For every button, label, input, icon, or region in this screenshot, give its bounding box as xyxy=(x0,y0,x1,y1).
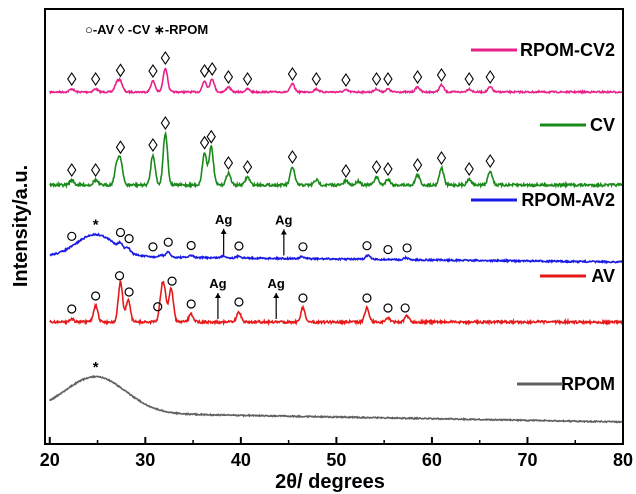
cv-diamond-marker xyxy=(485,70,495,84)
x-tick-label: 80 xyxy=(613,450,633,470)
av-circle-marker xyxy=(148,242,158,252)
av-circle-marker xyxy=(124,287,134,297)
ag-label: Ag xyxy=(209,276,226,291)
rpom-star-marker: * xyxy=(93,216,99,233)
curve-cv xyxy=(49,130,624,190)
cv-diamond-marker xyxy=(242,72,253,86)
x-tick-label: 40 xyxy=(231,450,251,470)
av-circle-marker xyxy=(67,231,77,241)
av-circle-marker xyxy=(362,293,372,303)
cv-diamond-marker xyxy=(67,72,77,86)
cv-diamond-marker xyxy=(207,61,217,76)
cv-diamond-marker xyxy=(436,68,447,82)
top-legend: ○-AV ◊ -CV ∗-RPOM xyxy=(85,22,208,37)
av-circle-marker xyxy=(298,293,308,303)
cv-diamond-marker xyxy=(383,72,393,86)
cv-diamond-marker xyxy=(311,72,321,86)
av-circle-marker xyxy=(186,299,196,309)
series-label: RPOM xyxy=(561,374,615,394)
x-tick-label: 50 xyxy=(326,450,346,470)
series-labels: RPOM-CV2 CV RPOM-AV2 AV RPOM xyxy=(471,40,615,394)
cv-diamond-marker xyxy=(412,70,423,84)
av-circle-marker xyxy=(402,243,412,253)
ag-label: Ag xyxy=(268,276,285,291)
cv-diamond-marker xyxy=(412,158,423,172)
cv-diamond-marker xyxy=(199,135,210,150)
av-circle-marker xyxy=(153,302,163,312)
cv-diamond-marker xyxy=(287,67,298,81)
series-label: CV xyxy=(590,115,615,135)
av-circle-marker xyxy=(114,271,125,281)
av-circle-marker xyxy=(186,240,196,251)
av-circle-marker xyxy=(163,237,173,247)
cv-diamond-marker xyxy=(160,116,171,130)
av-circle-marker xyxy=(234,241,244,251)
series-label: RPOM-AV2 xyxy=(521,190,615,210)
cv-diamond-marker xyxy=(464,162,474,176)
av-circle-marker xyxy=(167,276,177,286)
cv-diamond-marker xyxy=(371,160,382,174)
cv-diamond-marker xyxy=(223,156,234,170)
x-axis-ticks: 20 30 40 50 60 70 80 xyxy=(40,437,633,470)
cv-diamond-marker xyxy=(199,63,210,78)
av-circle-marker xyxy=(400,303,410,313)
cv-diamond-marker xyxy=(371,72,382,86)
pattern-curves xyxy=(49,67,624,424)
cv-diamond-marker xyxy=(160,51,171,65)
av-circle-marker xyxy=(362,241,372,251)
cv-diamond-marker xyxy=(90,72,101,86)
rpom-star-marker: * xyxy=(93,359,99,376)
ag-label: Ag xyxy=(275,212,292,227)
phase-markers: * Ag Ag Ag Ag * xyxy=(67,51,495,376)
cv-diamond-marker xyxy=(67,163,77,177)
cv-diamond-marker xyxy=(383,162,393,176)
curve-rpom xyxy=(49,374,623,424)
ag-label: Ag xyxy=(215,212,232,227)
curve-rpom-av2 xyxy=(49,232,623,265)
curve-rpom-cv2 xyxy=(49,67,623,95)
x-tick-label: 20 xyxy=(40,450,60,470)
curve-av xyxy=(49,278,624,327)
plot-frame xyxy=(44,8,624,445)
x-axis-label: 2θ/ degrees xyxy=(275,471,385,493)
ag-arrow-head xyxy=(220,228,227,234)
cv-diamond-marker xyxy=(223,70,234,84)
ag-arrow-head xyxy=(273,293,280,298)
av-circle-marker xyxy=(124,233,134,244)
cv-diamond-marker xyxy=(485,154,495,168)
cv-diamond-marker xyxy=(341,164,351,178)
cv-diamond-marker xyxy=(287,150,298,164)
x-tick-label: 70 xyxy=(517,450,537,470)
cv-diamond-marker xyxy=(115,63,126,78)
ag-arrow-head xyxy=(280,229,287,235)
cv-diamond-marker xyxy=(341,73,351,87)
cv-diamond-marker xyxy=(115,140,126,155)
x-tick-label: 30 xyxy=(135,450,155,470)
cv-diamond-marker xyxy=(464,72,474,86)
cv-diamond-marker xyxy=(242,160,253,174)
av-circle-marker xyxy=(383,303,393,313)
cv-diamond-marker xyxy=(206,129,216,144)
x-tick-label: 60 xyxy=(422,450,442,470)
av-circle-marker xyxy=(234,297,244,307)
av-circle-marker xyxy=(91,291,101,301)
y-axis-label: Intensity/a.u. xyxy=(10,165,32,287)
cv-diamond-marker xyxy=(148,64,158,78)
series-label: RPOM-CV2 xyxy=(520,40,615,60)
cv-diamond-marker xyxy=(90,163,101,177)
av-circle-marker xyxy=(298,242,308,252)
av-circle-marker xyxy=(383,244,393,255)
cv-diamond-marker xyxy=(436,151,447,165)
cv-diamond-marker xyxy=(148,138,158,152)
series-label: AV xyxy=(591,266,615,286)
ag-arrow-head xyxy=(214,293,221,298)
av-circle-marker xyxy=(67,304,77,314)
av-circle-marker xyxy=(115,227,126,238)
